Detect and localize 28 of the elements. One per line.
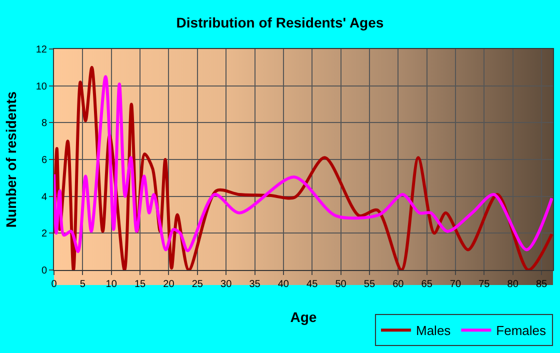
- x-tick-label: 85: [536, 279, 548, 290]
- x-tick-label: 65: [421, 279, 433, 290]
- x-tick-label: 50: [335, 279, 347, 290]
- x-tick-label: 35: [249, 279, 261, 290]
- x-tick-label: 60: [392, 279, 404, 290]
- x-tick-label: 10: [106, 279, 118, 290]
- y-tick-label: 6: [41, 155, 48, 166]
- x-tick-label: 15: [134, 279, 146, 290]
- chart-title: Distribution of Residents' Ages: [176, 14, 384, 30]
- y-tick-label: 8: [41, 118, 48, 130]
- y-tick-label: 12: [36, 44, 48, 56]
- x-tick-label: 30: [220, 279, 232, 290]
- x-tick-label: 45: [306, 279, 318, 290]
- y-axis-title: Number of residents: [3, 91, 19, 228]
- y-tick-label: 10: [36, 81, 48, 92]
- legend-label: Females: [496, 323, 547, 338]
- x-tick-label: 80: [507, 279, 519, 290]
- x-axis-title: Age: [290, 309, 317, 325]
- y-tick-label: 2: [41, 228, 48, 240]
- x-tick-label: 40: [278, 279, 290, 290]
- x-tick-label: 55: [364, 279, 376, 290]
- x-tick-label: 70: [450, 279, 462, 290]
- x-tick-label: 75: [478, 279, 490, 290]
- y-tick-label: 0: [41, 266, 48, 276]
- legend-label: Males: [416, 323, 452, 338]
- x-tick-label: 0: [51, 279, 58, 290]
- x-tick-label: 25: [192, 279, 204, 290]
- y-tick-label: 4: [41, 192, 48, 203]
